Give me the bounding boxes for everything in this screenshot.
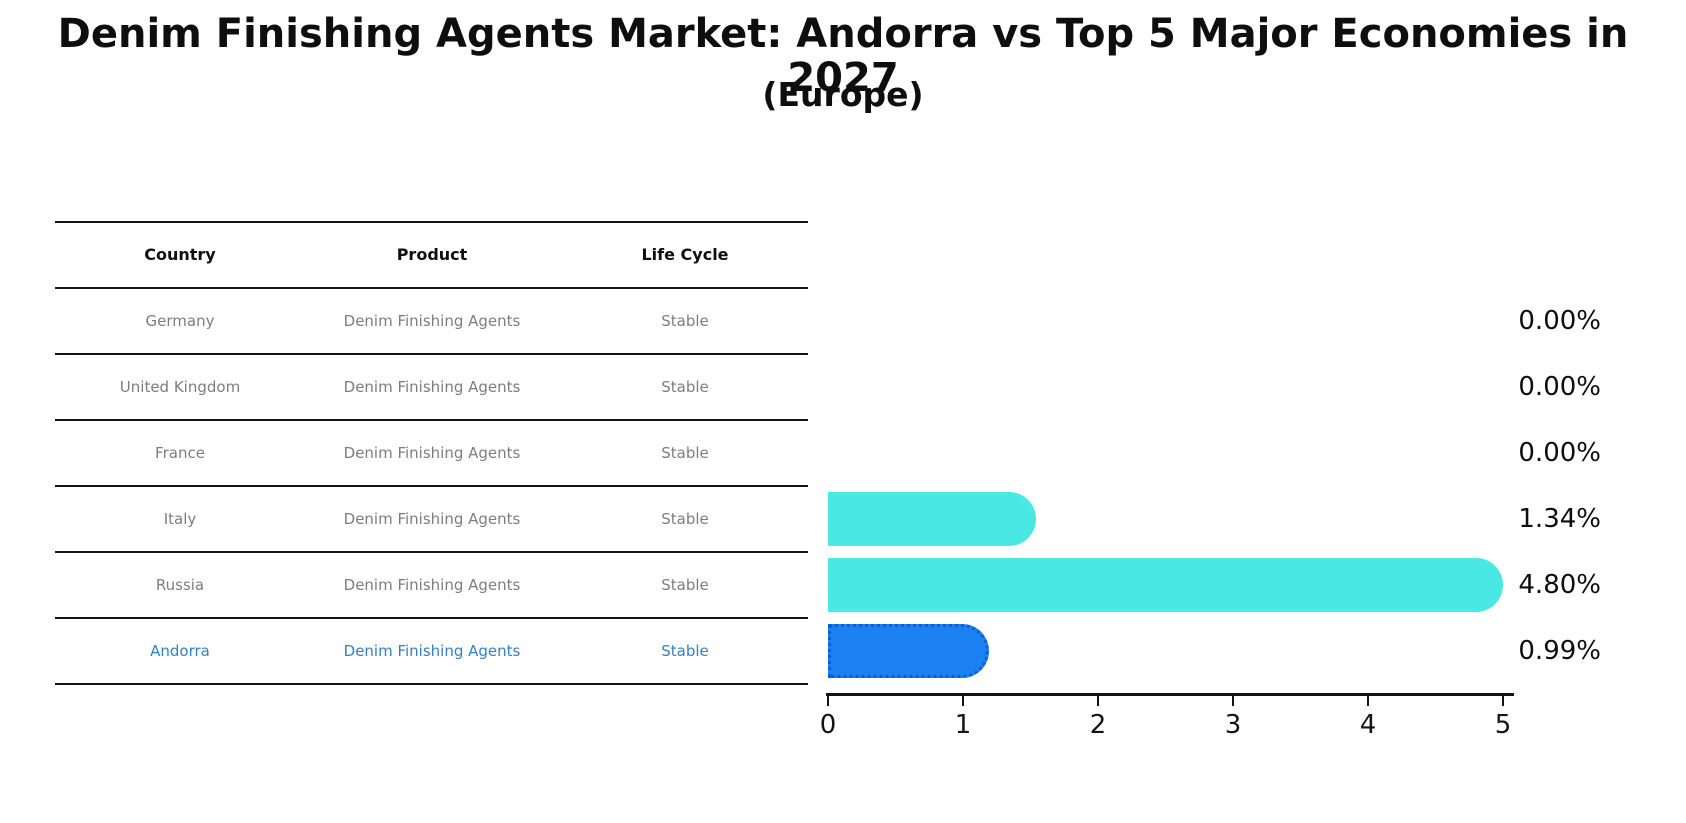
- x-axis-tick: [962, 696, 964, 706]
- lifecycle-cell: Stable: [661, 576, 709, 594]
- chart-subtitle: (Europe): [762, 75, 924, 114]
- x-axis-line: [826, 693, 1514, 696]
- country-cell: Italy: [163, 510, 197, 528]
- value-label: 0.99%: [1518, 636, 1601, 666]
- bar: [828, 558, 1503, 612]
- x-axis-tick-label: 1: [954, 710, 972, 740]
- x-axis-tick: [1502, 696, 1504, 706]
- country-cell: United Kingdom: [119, 378, 241, 396]
- value-label: 4.80%: [1518, 570, 1601, 600]
- product-cell: Denim Finishing Agents: [343, 576, 521, 594]
- x-axis-tick: [1097, 696, 1099, 706]
- table-rule: [55, 485, 808, 487]
- table-rule: [55, 419, 808, 421]
- value-label: 0.00%: [1518, 372, 1601, 402]
- column-header: Country: [144, 245, 216, 264]
- country-cell: Germany: [145, 312, 215, 330]
- product-cell: Denim Finishing Agents: [343, 378, 521, 396]
- product-cell[interactable]: Denim Finishing Agents: [343, 642, 521, 660]
- value-label: 0.00%: [1518, 306, 1601, 336]
- chart-title: Denim Finishing Agents Market: Andorra v…: [57, 11, 1629, 101]
- bar: [828, 492, 1036, 546]
- table-rule: [55, 287, 808, 289]
- table-rule: [55, 353, 808, 355]
- lifecycle-cell: Stable: [661, 444, 709, 462]
- lifecycle-cell[interactable]: Stable: [661, 642, 709, 660]
- country-cell[interactable]: Andorra: [150, 642, 210, 660]
- x-axis-tick: [827, 696, 829, 706]
- x-axis-tick: [1232, 696, 1234, 706]
- lifecycle-cell: Stable: [661, 312, 709, 330]
- country-cell: France: [155, 444, 205, 462]
- column-header: Life Cycle: [641, 245, 729, 264]
- bar-highlighted: [828, 624, 989, 678]
- x-axis-tick: [1367, 696, 1369, 706]
- x-axis-tick-label: 4: [1359, 710, 1377, 740]
- x-axis-tick-label: 0: [819, 710, 837, 740]
- x-axis-tick-label: 5: [1494, 710, 1512, 740]
- value-label: 1.34%: [1518, 504, 1601, 534]
- product-cell: Denim Finishing Agents: [343, 444, 521, 462]
- x-axis-tick-label: 3: [1224, 710, 1242, 740]
- table-rule: [55, 617, 808, 619]
- table-rule: [55, 551, 808, 553]
- lifecycle-cell: Stable: [661, 510, 709, 528]
- product-cell: Denim Finishing Agents: [343, 510, 521, 528]
- table-rule: [55, 683, 808, 685]
- product-cell: Denim Finishing Agents: [343, 312, 521, 330]
- lifecycle-cell: Stable: [661, 378, 709, 396]
- column-header: Product: [396, 245, 468, 264]
- x-axis-tick-label: 2: [1089, 710, 1107, 740]
- table-rule: [55, 221, 808, 223]
- value-label: 0.00%: [1518, 438, 1601, 468]
- country-cell: Russia: [155, 576, 205, 594]
